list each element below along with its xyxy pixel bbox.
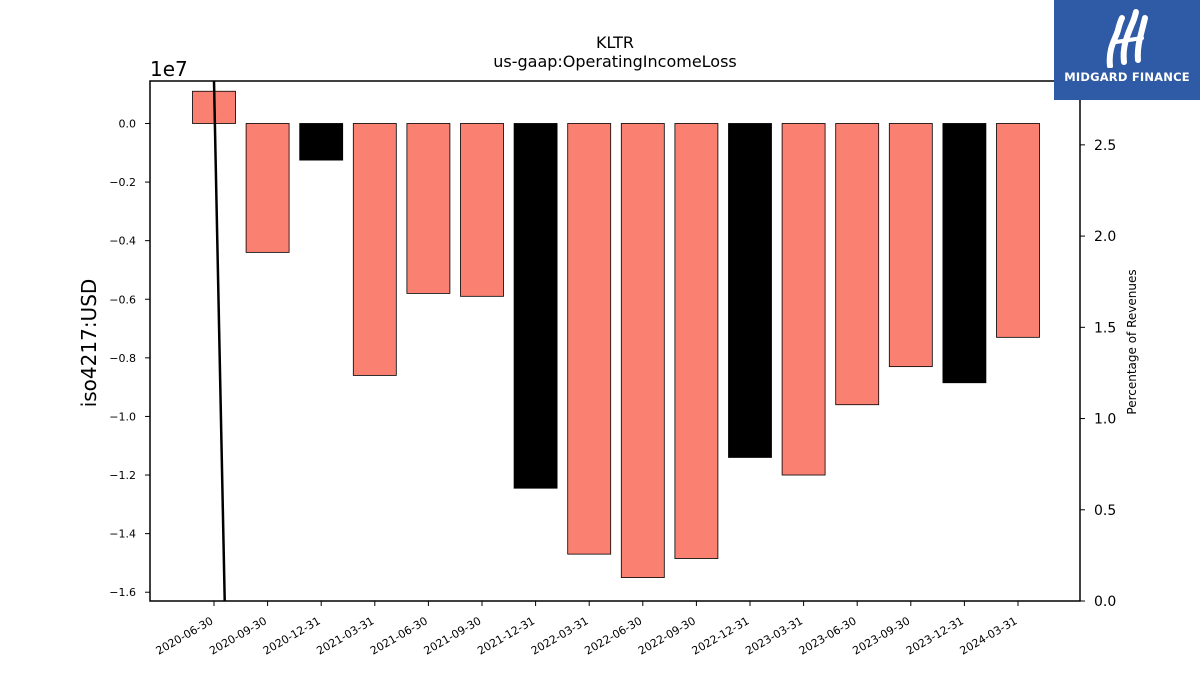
- logo-text: MIDGARD FINANCE: [1064, 70, 1190, 84]
- bar-2024-03-31: [996, 123, 1040, 338]
- midgard-logo-icon: [1106, 9, 1148, 68]
- y2-tick-label: 1.0: [1094, 412, 1116, 428]
- x-tick-label: 2021-09-30: [422, 614, 484, 657]
- y-tick-label: 0.0: [119, 117, 137, 130]
- y-tick-label: −0.8: [109, 352, 136, 365]
- y-tick-label: −1.0: [109, 410, 136, 423]
- x-tick-label: 2021-06-30: [368, 614, 430, 657]
- bar-2022-12-31: [728, 123, 772, 458]
- y-tick-label: −1.2: [109, 469, 136, 482]
- x-tick-label: 2023-06-30: [797, 614, 859, 657]
- x-tick-label: 2020-09-30: [207, 614, 269, 657]
- bar-2021-06-30: [406, 123, 451, 294]
- bar-2023-09-30: [888, 123, 933, 368]
- x-tick-label: 2021-12-31: [475, 614, 537, 657]
- x-tick-label: 2021-03-31: [314, 614, 376, 657]
- y2-tick-label: 1.5: [1094, 320, 1116, 336]
- bar-2023-06-30: [835, 123, 880, 406]
- chart-subtitle: us-gaap:OperatingIncomeLoss: [493, 52, 737, 71]
- x-tick-label: 2022-06-30: [582, 614, 644, 657]
- midgard-finance-logo: MIDGARD FINANCE: [1054, 0, 1200, 100]
- plot-frame: [149, 80, 1081, 602]
- x-tick-label: 2023-03-31: [743, 614, 805, 657]
- revenue-pct-line: [212, 80, 226, 602]
- y-offset-text: 1e7: [150, 57, 188, 81]
- y-tick-label: −0.4: [109, 235, 136, 248]
- bar-2020-09-30: [245, 123, 290, 253]
- x-tick-label: 2020-06-30: [154, 614, 216, 657]
- bar-2020-12-31: [299, 123, 344, 161]
- y-tick-label: −1.6: [109, 586, 136, 599]
- bar-2022-09-30: [674, 123, 719, 559]
- chart-title: KLTR: [596, 33, 634, 52]
- x-tick-label: 2022-09-30: [636, 614, 698, 657]
- y2-tick-label: 2.0: [1094, 229, 1116, 245]
- x-tick-label: 2023-12-31: [904, 614, 966, 657]
- x-tick-label: 2022-12-31: [690, 614, 752, 657]
- bar-2021-09-30: [460, 123, 504, 297]
- y2-axis-label: Percentage of Revenues: [1125, 269, 1139, 414]
- y-tick-label: −1.4: [109, 528, 136, 541]
- x-tick-label: 2024-03-31: [958, 614, 1020, 657]
- y-tick-label: −0.2: [109, 176, 136, 189]
- bar-2023-03-31: [781, 123, 826, 476]
- bar-2022-06-30: [620, 123, 665, 578]
- y-axis-label: iso4217:USD: [77, 279, 101, 408]
- y2-tick-label: 2.5: [1094, 138, 1116, 154]
- bar-2022-03-31: [567, 123, 612, 555]
- y-tick-label: −0.6: [109, 293, 136, 306]
- bar-2023-12-31: [942, 123, 987, 384]
- x-tick-label: 2023-09-30: [850, 614, 912, 657]
- x-tick-label: 2020-12-31: [261, 614, 323, 657]
- y2-tick-label: 0.0: [1094, 594, 1116, 610]
- bar-2021-03-31: [352, 123, 397, 376]
- x-tick-label: 2022-03-31: [529, 614, 591, 657]
- y2-tick-label: 0.5: [1094, 503, 1116, 519]
- bar-2021-12-31: [513, 123, 558, 489]
